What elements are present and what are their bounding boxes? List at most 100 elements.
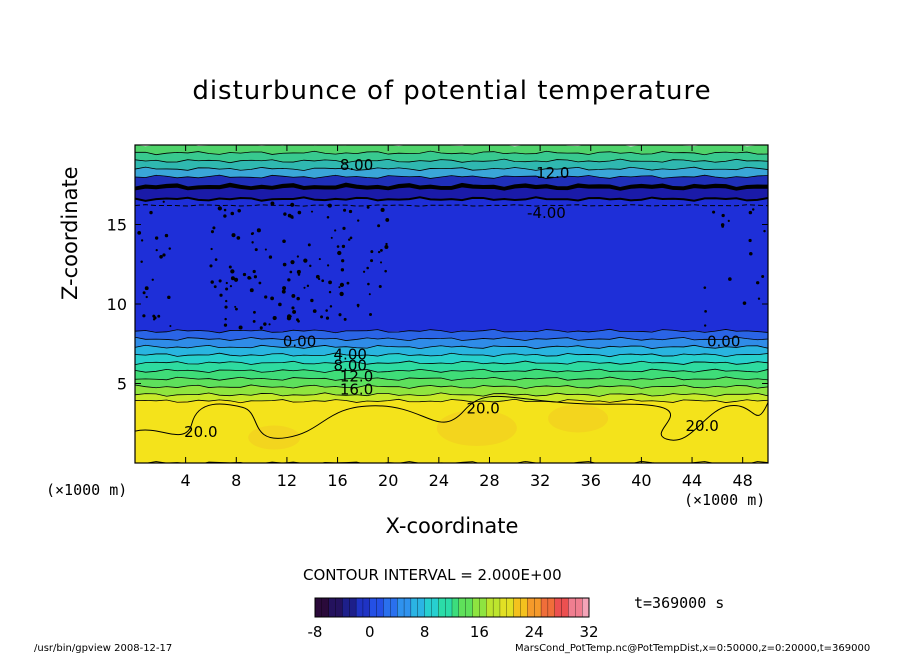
contour-spot xyxy=(346,281,350,285)
contour-spot xyxy=(291,306,295,310)
contour-label: 8.00 xyxy=(340,156,373,174)
contour-line xyxy=(135,376,768,381)
contour-line xyxy=(135,196,768,202)
x-scale-label: (×1000 m) xyxy=(684,491,766,509)
contour-spot xyxy=(230,276,235,281)
contour-spot xyxy=(339,282,345,288)
contour-label: 0.00 xyxy=(707,333,740,351)
contour-interval-label: CONTOUR INTERVAL = 2.000E+00 xyxy=(303,566,562,584)
contour-layer xyxy=(135,186,768,201)
warm-blob xyxy=(436,410,517,447)
contour-spot xyxy=(748,238,752,243)
x-tick-label: 16 xyxy=(327,471,347,490)
contour-spot xyxy=(252,319,256,323)
contour-layer xyxy=(135,361,768,373)
contour-spot xyxy=(238,325,243,330)
contour-spot xyxy=(384,245,389,250)
contour-spot xyxy=(249,288,254,293)
colorbar-cell xyxy=(328,597,337,618)
contour-spot xyxy=(140,239,144,242)
colorbar-cell xyxy=(314,597,323,618)
contour-spot xyxy=(326,264,330,267)
contour-spot xyxy=(233,277,239,282)
contour-spot xyxy=(748,210,753,215)
contour-layer xyxy=(135,167,768,179)
colorbar-cell xyxy=(458,597,467,618)
colorbar-cell xyxy=(499,597,508,618)
contour-line xyxy=(135,392,768,397)
contour-line xyxy=(135,166,768,171)
contour-spot xyxy=(223,214,227,218)
contour-label: 4.00 xyxy=(334,345,367,363)
contour-spot xyxy=(155,249,158,252)
footer-left: /usr/bin/gpview 2008-12-17 xyxy=(34,643,173,654)
contour-layer xyxy=(135,337,768,349)
colorbar-cell xyxy=(431,597,439,618)
contour-layer xyxy=(135,393,768,403)
contour-spot xyxy=(225,299,228,303)
contour-spot xyxy=(349,236,353,240)
contour-spot xyxy=(380,248,383,252)
contour-spot xyxy=(325,316,330,320)
contour-spot xyxy=(264,295,268,299)
x-tick-label: 12 xyxy=(277,471,297,490)
contour-spot xyxy=(253,310,256,314)
colorbar-cell xyxy=(362,597,371,618)
colorbar-cell xyxy=(349,597,357,618)
x-tick-label: 32 xyxy=(530,471,550,490)
contour-line xyxy=(135,398,768,404)
x-axis-label: X-coordinate xyxy=(385,514,519,538)
contour-spot xyxy=(270,201,275,206)
contour-spot xyxy=(368,293,371,296)
contour-spot xyxy=(749,251,753,256)
contour-spot xyxy=(303,286,306,289)
colorbar-cell xyxy=(492,597,501,618)
contour-spot xyxy=(292,309,297,314)
contour-line xyxy=(135,352,768,358)
contour-spot xyxy=(384,269,387,273)
contour-line xyxy=(135,328,768,334)
colorbar-cell xyxy=(355,597,364,618)
contour-spot xyxy=(370,250,374,254)
colorbar-cell xyxy=(444,597,453,618)
colorbar-tick-label: 24 xyxy=(525,623,544,641)
contour-spot xyxy=(330,236,333,239)
colorbar-cell xyxy=(513,597,521,618)
contour-spot xyxy=(306,284,310,288)
contour-spot xyxy=(338,313,342,317)
colorbar-tick-label: -8 xyxy=(308,623,323,641)
colorbar-cell xyxy=(554,597,563,618)
contour-spot xyxy=(328,290,332,294)
colorbar-tick-label: 8 xyxy=(420,623,430,641)
contour-spot xyxy=(378,284,382,289)
contour-spot xyxy=(341,259,345,263)
contour-spot xyxy=(727,219,730,222)
chart-title: disturbunce of potential temperature xyxy=(192,76,712,106)
contour-spot xyxy=(228,265,232,269)
x-tick-label: 8 xyxy=(231,471,241,490)
contour-label: 8.00 xyxy=(334,356,367,374)
contour-line-thick xyxy=(135,182,768,191)
colorbar-cell xyxy=(527,597,535,618)
contour-spot xyxy=(325,309,328,312)
contour-line-20 xyxy=(135,395,768,441)
colorbar-cell xyxy=(376,597,384,618)
contour-spot xyxy=(290,260,295,265)
contour-spot xyxy=(282,262,287,267)
contour-spot xyxy=(296,296,300,301)
contour-spot xyxy=(340,268,345,272)
contour-spot xyxy=(336,245,340,248)
contour-spot xyxy=(263,322,267,326)
contour-spot xyxy=(289,270,293,274)
x-tick-label: 20 xyxy=(378,471,398,490)
colorbar-cell xyxy=(342,597,350,618)
contour-spot xyxy=(159,254,163,259)
colorbar-cell xyxy=(403,597,412,618)
contour-spot xyxy=(297,210,302,215)
contour-spot xyxy=(283,212,287,216)
contour-spot xyxy=(339,291,344,297)
colorbar-cell xyxy=(369,597,378,618)
contour-spot xyxy=(268,255,273,259)
colorbar-cell xyxy=(335,597,343,618)
contour-spot xyxy=(259,326,263,330)
